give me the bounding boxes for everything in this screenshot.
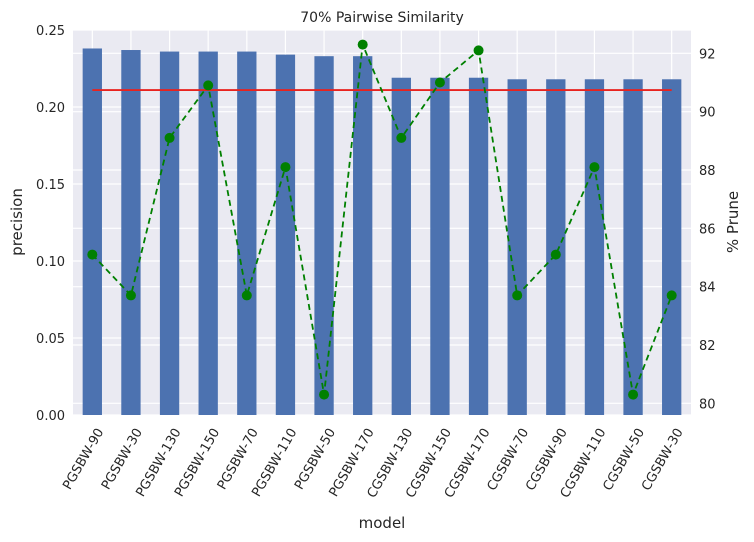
prune-point bbox=[434, 77, 445, 88]
x-axis-ticks: PGSBW-90PGSBW-30PGSBW-130PGSBW-150PGSBW-… bbox=[60, 426, 686, 501]
line-series bbox=[87, 39, 677, 400]
y-axis-label: precision bbox=[8, 188, 26, 256]
prune-point bbox=[628, 389, 639, 400]
bar bbox=[468, 77, 489, 416]
y2-tick-label: 86 bbox=[699, 222, 716, 237]
bar bbox=[275, 54, 296, 415]
bar bbox=[662, 79, 682, 415]
prune-point bbox=[87, 249, 98, 260]
prune-point bbox=[280, 162, 291, 173]
prune-point bbox=[473, 45, 484, 56]
y2-axis-ticks: 80 82 84 86 88 90 92 bbox=[699, 47, 716, 412]
prune-point bbox=[125, 290, 136, 301]
prune-line bbox=[91, 44, 673, 398]
bar bbox=[430, 77, 450, 416]
bar bbox=[198, 51, 218, 416]
y2-tick-label: 88 bbox=[699, 164, 716, 179]
y-axis-ticks: 0.00 0.05 0.10 0.15 0.20 0.25 bbox=[36, 24, 65, 424]
prune-point bbox=[512, 290, 523, 301]
bar bbox=[391, 77, 411, 416]
bar bbox=[314, 56, 334, 416]
prune-point bbox=[164, 132, 175, 143]
prune-point bbox=[550, 249, 561, 260]
y2-tick-label: 80 bbox=[699, 397, 716, 412]
prune-point bbox=[241, 290, 252, 301]
bar bbox=[584, 79, 605, 415]
bar-series bbox=[82, 48, 682, 416]
prune-point bbox=[589, 162, 600, 173]
y2-tick-label: 82 bbox=[699, 339, 716, 354]
y2-axis-label: % Prune bbox=[724, 191, 742, 253]
y2-tick-label: 92 bbox=[699, 47, 716, 62]
prune-point bbox=[357, 39, 368, 50]
y-tick-label: 0.20 bbox=[36, 101, 65, 116]
bar bbox=[159, 51, 180, 416]
bar bbox=[82, 48, 102, 415]
prune-point bbox=[319, 389, 330, 400]
x-axis-label: model bbox=[359, 514, 406, 532]
prune-point bbox=[396, 132, 407, 143]
y-tick-label: 0.10 bbox=[36, 255, 65, 270]
chart-title: 70% Pairwise Similarity bbox=[300, 10, 464, 26]
y2-tick-label: 90 bbox=[699, 106, 716, 121]
y-tick-label: 0.00 bbox=[36, 409, 65, 424]
bar bbox=[546, 79, 566, 415]
bar bbox=[237, 51, 257, 416]
y-tick-label: 0.15 bbox=[36, 178, 65, 193]
y-tick-label: 0.05 bbox=[36, 332, 65, 347]
bar bbox=[353, 56, 373, 416]
prune-point bbox=[203, 80, 214, 91]
y-tick-label: 0.25 bbox=[36, 24, 65, 39]
bar bbox=[623, 79, 643, 415]
bar bbox=[507, 79, 527, 415]
prune-point bbox=[666, 290, 677, 301]
bar bbox=[121, 50, 141, 416]
y2-tick-label: 84 bbox=[699, 281, 716, 296]
